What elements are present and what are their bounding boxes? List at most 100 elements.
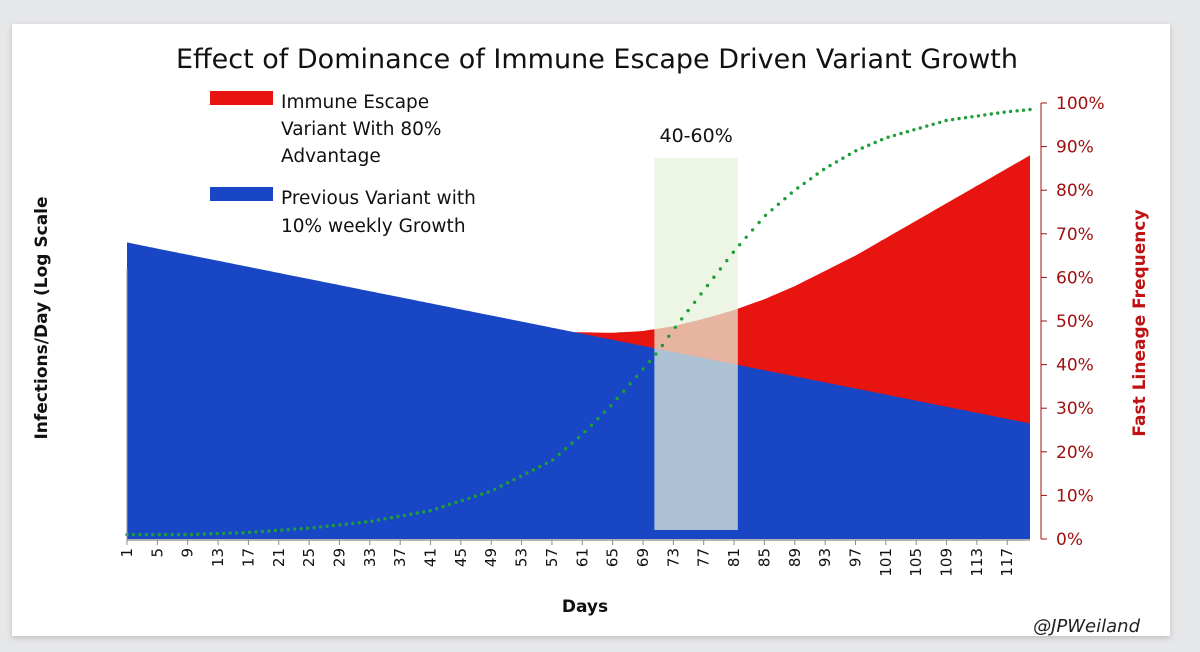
frequency-dot — [892, 133, 897, 138]
frequency-dot — [422, 510, 426, 514]
frequency-dot — [499, 484, 503, 488]
highlight-band-label: 40-60% — [659, 125, 732, 147]
frequency-dot — [525, 471, 529, 475]
y-right-tick-label: 30% — [1056, 399, 1094, 419]
x-tick-label: 97 — [846, 548, 864, 567]
frequency-dot — [531, 468, 536, 472]
frequency-dot — [879, 138, 884, 142]
frequency-dot — [809, 177, 813, 181]
frequency-dot — [299, 527, 303, 531]
x-tick-label: 25 — [300, 548, 318, 567]
legend-label-previous-variant-line2: 10% weekly Growth — [281, 216, 466, 237]
frequency-dot — [938, 120, 942, 125]
frequency-dot — [983, 113, 987, 117]
legend: Immune Escape Variant With 80% Advantage… — [210, 91, 476, 237]
frequency-dot — [176, 532, 181, 537]
frequency-dot — [970, 115, 974, 119]
legend-swatch-previous-variant — [210, 187, 273, 201]
legend-label-previous-variant-line1: Previous Variant with — [281, 188, 476, 209]
frequency-dot — [209, 532, 213, 536]
frequency-dot — [331, 523, 336, 528]
frequency-dot — [867, 143, 871, 147]
frequency-dot — [222, 531, 226, 535]
frequency-dot — [164, 532, 168, 537]
legend-label-immune-escape-line3: Advantage — [281, 146, 381, 167]
frequency-dot — [821, 167, 826, 172]
frequency-dot — [647, 359, 652, 364]
frequency-dot — [434, 507, 439, 511]
frequency-dot — [622, 389, 626, 393]
frequency-dot — [480, 492, 484, 496]
frequency-dot — [351, 521, 355, 526]
frequency-dot — [796, 186, 800, 190]
frequency-dot — [770, 208, 774, 212]
y-right-tick-label: 0% — [1056, 530, 1083, 550]
x-tick-label: 105 — [907, 548, 925, 577]
frequency-dot — [202, 532, 207, 536]
frequency-dot — [318, 525, 323, 529]
frequency-dot — [1008, 109, 1013, 114]
frequency-dot — [312, 525, 316, 530]
y-right-tick-label: 40% — [1056, 356, 1094, 376]
frequency-dot — [415, 511, 419, 515]
frequency-dot — [660, 343, 665, 348]
frequency-dot — [338, 523, 342, 527]
y-right-tick-label: 90% — [1056, 138, 1094, 158]
frequency-dot — [757, 220, 761, 225]
x-tick-label: 73 — [664, 548, 682, 567]
frequency-dot — [589, 423, 594, 427]
y-right-tick-label: 10% — [1056, 486, 1094, 506]
frequency-dot — [551, 458, 555, 462]
x-tick-label: 37 — [391, 548, 409, 567]
x-tick-label: 77 — [695, 548, 713, 567]
frequency-dot — [834, 160, 839, 164]
x-tick-label: 9 — [179, 548, 197, 558]
frequency-dot — [712, 275, 716, 279]
frequency-dot — [144, 532, 148, 537]
frequency-dot — [1002, 110, 1006, 114]
frequency-dot — [467, 496, 471, 500]
frequency-dot — [273, 528, 278, 533]
frequency-dot — [815, 172, 819, 176]
frequency-dot — [847, 152, 852, 157]
frequency-dot — [409, 512, 413, 516]
chart-title: Effect of Dominance of Immune Escape Dri… — [176, 44, 1018, 75]
frequency-dot — [950, 117, 955, 122]
x-tick-label: 53 — [513, 548, 531, 567]
frequency-dot — [886, 135, 890, 139]
x-tick-label: 49 — [482, 548, 500, 567]
x-tick-label: 89 — [786, 548, 804, 567]
frequency-dot — [486, 490, 490, 494]
frequency-dot — [854, 149, 858, 153]
highlight-band — [654, 158, 738, 530]
frequency-dot — [860, 146, 864, 150]
frequency-dot — [583, 430, 587, 434]
frequency-dot — [828, 163, 832, 168]
frequency-dot — [228, 531, 232, 535]
frequency-dot — [789, 191, 793, 195]
frequency-dot — [609, 404, 613, 408]
frequency-dot — [286, 527, 290, 532]
frequency-dot — [131, 532, 136, 537]
legend-label-immune-escape-line2: Variant With 80% — [281, 119, 442, 140]
frequency-dot — [454, 500, 458, 505]
frequency-dot — [686, 308, 690, 313]
frequency-dot — [692, 300, 697, 304]
frequency-dot — [776, 202, 781, 206]
frequency-dot — [254, 530, 258, 534]
y-axis-right: 0% 10% 20% 30% 40% 50% 60% 70% 80% 90% 100% — [1040, 94, 1105, 550]
frequency-dot — [1028, 107, 1032, 112]
x-axis-label: Days — [562, 597, 608, 617]
frequency-dot — [383, 517, 387, 521]
frequency-dot — [680, 317, 684, 321]
frequency-dot — [505, 481, 510, 485]
frequency-dot — [996, 111, 1000, 115]
frequency-dot — [1021, 108, 1026, 112]
x-tick-label: 85 — [755, 548, 773, 567]
x-tick-label: 69 — [634, 548, 652, 567]
frequency-dot — [628, 382, 632, 386]
y-right-tick-label: 60% — [1056, 268, 1094, 288]
x-tick-label: 1 — [118, 548, 136, 558]
legend-swatch-immune-escape — [210, 91, 273, 105]
